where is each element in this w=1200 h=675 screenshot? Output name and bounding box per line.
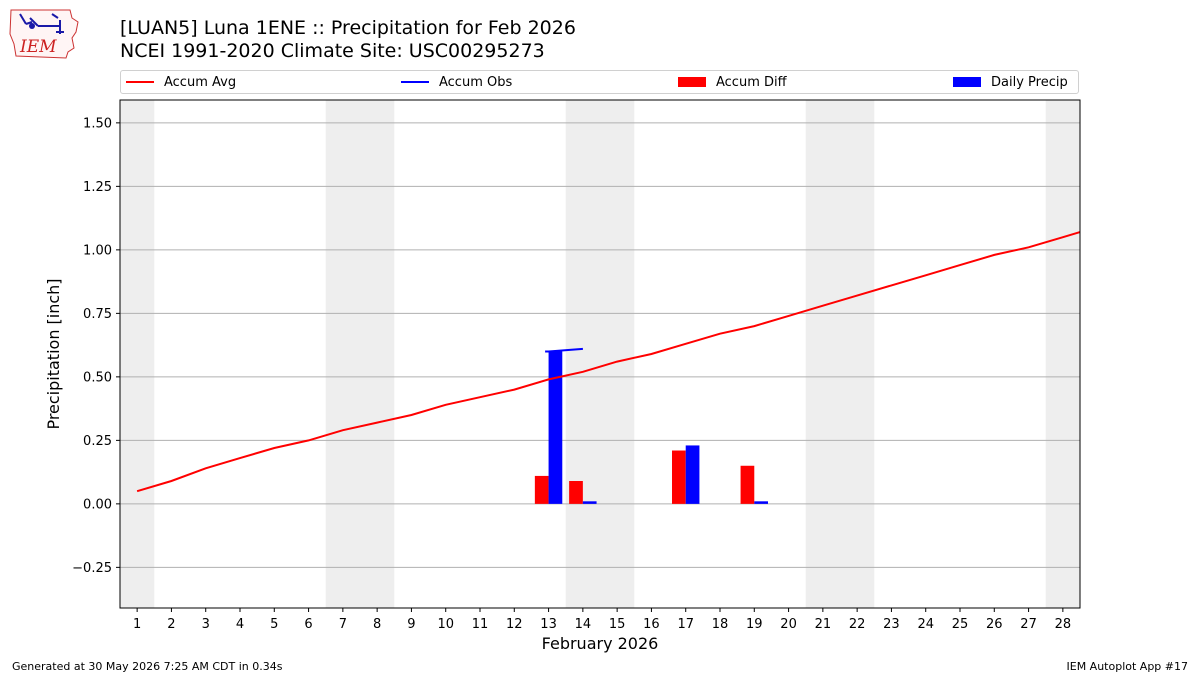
y-tick-label: 0.00 [83, 497, 112, 512]
x-tick-label: 9 [407, 617, 415, 632]
bar-accum-diff [672, 450, 686, 504]
x-tick-label: 20 [780, 617, 797, 632]
legend-label-accum-diff: Accum Diff [716, 74, 787, 90]
legend-label-daily-precip: Daily Precip [991, 74, 1068, 90]
x-tick-label: 4 [236, 617, 244, 632]
x-tick-label: 15 [609, 617, 626, 632]
x-tick-label: 27 [1020, 617, 1037, 632]
legend-swatch-accum-diff [678, 77, 706, 87]
x-tick-label: 23 [883, 617, 900, 632]
y-tick-label: 0.50 [83, 370, 112, 385]
legend-label-accum-avg: Accum Avg [164, 74, 237, 90]
x-tick-label: 6 [304, 617, 312, 632]
x-tick-label: 16 [643, 617, 660, 632]
y-tick-label: −0.25 [72, 561, 112, 576]
y-tick-label: 0.25 [83, 434, 112, 449]
x-tick-label: 25 [952, 617, 969, 632]
x-tick-label: 10 [437, 617, 454, 632]
x-tick-label: 13 [540, 617, 557, 632]
y-tick-label: 1.50 [83, 116, 112, 131]
station-dot-icon [29, 23, 35, 29]
y-tick-label: 1.00 [83, 243, 112, 258]
bar-accum-diff [569, 481, 583, 504]
x-tick-label: 19 [746, 617, 763, 632]
y-axis-label: Precipitation [inch] [44, 278, 63, 429]
weekend-band [565, 100, 635, 608]
chart-legend: Accum Avg Accum Obs Accum Diff Daily Pre… [120, 70, 1079, 94]
weekend-band [1045, 100, 1080, 608]
bar-accum-diff [534, 475, 549, 504]
x-tick-label: 17 [677, 617, 694, 632]
iem-logo: IEM [9, 9, 79, 59]
line-accum-avg [136, 231, 1081, 493]
legend-item-accum-obs: Accum Obs [401, 71, 512, 93]
legend-swatch-daily-precip [953, 77, 981, 87]
bar-daily-precip [685, 445, 700, 504]
app-credit: IEM Autoplot App #17 [1066, 660, 1189, 673]
y-tick-label: 0.75 [83, 307, 112, 322]
x-tick-label: 12 [506, 617, 523, 632]
logo-text: IEM [19, 37, 57, 57]
legend-swatch-accum-obs [401, 81, 429, 83]
x-tick-label: 22 [849, 617, 866, 632]
generated-note: Generated at 30 May 2026 7:25 AM CDT in … [12, 660, 283, 673]
bar-daily-precip [754, 501, 768, 504]
weather-station-icon [19, 13, 64, 34]
weekend-band [805, 100, 875, 608]
x-tick-label: 24 [917, 617, 934, 632]
x-tick-label: 3 [202, 617, 210, 632]
x-tick-label: 14 [575, 617, 592, 632]
x-tick-label: 21 [815, 617, 832, 632]
chart-title: [LUAN5] Luna 1ENE :: Precipitation for F… [120, 17, 576, 39]
x-tick-label: 7 [339, 617, 347, 632]
x-tick-label: 18 [712, 617, 729, 632]
x-tick-label: 28 [1055, 617, 1072, 632]
x-tick-label: 26 [986, 617, 1003, 632]
x-tick-label: 8 [373, 617, 381, 632]
x-axis-label: February 2026 [542, 634, 659, 653]
legend-item-accum-avg: Accum Avg [126, 71, 236, 93]
x-tick-label: 1 [133, 617, 141, 632]
weekend-band [120, 100, 155, 608]
bar-daily-precip [582, 501, 597, 504]
legend-swatch-accum-avg [126, 81, 154, 83]
legend-label-accum-obs: Accum Obs [439, 74, 513, 90]
bar-accum-diff [740, 465, 755, 504]
x-tick-label: 11 [472, 617, 489, 632]
legend-item-accum-diff: Accum Diff [678, 71, 787, 93]
x-tick-label: 2 [167, 617, 175, 632]
plot-frame [119, 99, 1081, 609]
weekend-band [325, 100, 395, 608]
legend-item-daily-precip: Daily Precip [953, 71, 1068, 93]
chart-subtitle: NCEI 1991-2020 Climate Site: USC00295273 [120, 40, 545, 62]
line-accum-obs [545, 347, 583, 353]
x-tick-label: 5 [270, 617, 278, 632]
bar-daily-precip [548, 351, 563, 504]
y-tick-label: 1.25 [83, 180, 112, 195]
